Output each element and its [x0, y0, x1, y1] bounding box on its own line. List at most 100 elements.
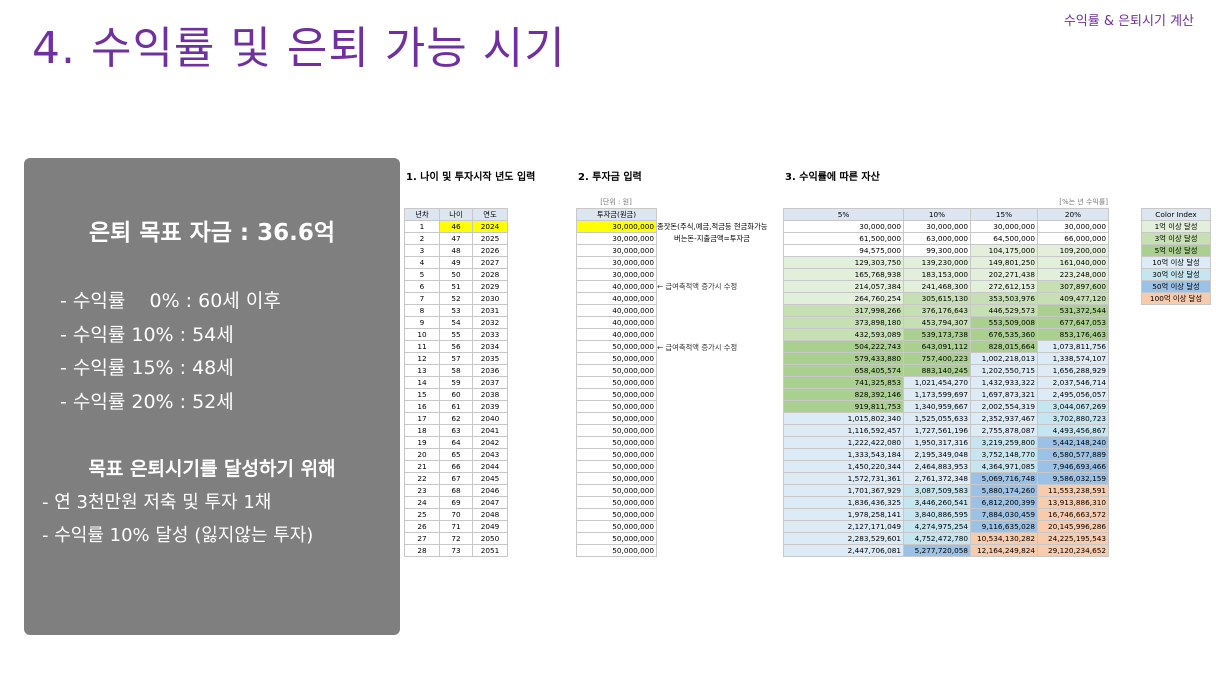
table-row: 1,116,592,457 1,727,561,196 2,755,878,087 4… — [783, 424, 1109, 437]
age-table-cell: 2037 — [472, 376, 508, 389]
asset-cell: 63,000,000 — [903, 232, 971, 245]
age-table-cell: 24 — [404, 496, 440, 509]
table-row: 50,000,000 — [576, 376, 657, 389]
asset-cell: 24,225,195,543 — [1037, 532, 1109, 545]
age-table-cell: 15 — [404, 388, 440, 401]
age-table-cell: 9 — [404, 316, 440, 329]
asset-cell: 539,173,738 — [903, 328, 971, 341]
asset-cell: 5,880,174,260 — [970, 484, 1038, 497]
asset-cell: 553,509,008 — [970, 316, 1038, 329]
age-table-cell: 58 — [439, 364, 473, 377]
age-table-cell: 2046 — [472, 484, 508, 497]
investment-cell: 50,000,000 — [576, 376, 657, 389]
table-row: 4 49 2027 — [404, 256, 508, 269]
age-table-cell: 20 — [404, 448, 440, 461]
table-row: 50,000,000 — [576, 532, 657, 545]
table-row: 9 54 2032 — [404, 316, 508, 329]
investment-cell: 50,000,000 — [576, 472, 657, 485]
legend-item: 3억 이상 달성 — [1141, 232, 1211, 245]
legend-row: 1억 이상 달성 — [1141, 220, 1211, 233]
investment-cell: 40,000,000 — [576, 328, 657, 341]
asset-cell: 1,015,802,340 — [783, 412, 904, 425]
asset-cell: 4,493,456,867 — [1037, 424, 1109, 437]
table-row: 432,593,089 539,173,738 676,535,360 853,176… — [783, 328, 1109, 341]
asset-cell: 272,612,153 — [970, 280, 1038, 293]
asset-cell: 2,037,546,714 — [1037, 376, 1109, 389]
strategy-title: 목표 은퇴시기를 달성하기 위해 — [88, 458, 336, 480]
age-table-cell: 25 — [404, 508, 440, 521]
table-row: 1,450,220,344 2,464,883,953 4,364,971,085 7… — [783, 460, 1109, 473]
table-row: 94,575,000 99,300,000 104,175,000 109,200,0… — [783, 244, 1109, 257]
age-table-cell: 2048 — [472, 508, 508, 521]
asset-cell: 446,529,573 — [970, 304, 1038, 317]
table-row: 50,000,000 — [576, 520, 657, 533]
table-row: 50,000,000 — [576, 484, 657, 497]
age-table-cell: 2041 — [472, 424, 508, 437]
age-table-cell: 57 — [439, 352, 473, 365]
table-row: 50,000,000 — [576, 496, 657, 509]
asset-cell: 1,572,731,361 — [783, 472, 904, 485]
asset-cell: 317,998,266 — [783, 304, 904, 317]
asset-cell: 2,495,056,057 — [1037, 388, 1109, 401]
age-table-cell: 2045 — [472, 472, 508, 485]
asset-cell: 183,153,000 — [903, 268, 971, 281]
investment-cell: 50,000,000 — [576, 520, 657, 533]
asset-cell: 13,913,886,310 — [1037, 496, 1109, 509]
age-table-cell: 2029 — [472, 280, 508, 293]
asset-cell: 5,277,720,058 — [903, 544, 971, 557]
asset-cell: 409,477,120 — [1037, 292, 1109, 305]
age-table-cell: 2039 — [472, 400, 508, 413]
asset-cell: 1,450,220,344 — [783, 460, 904, 473]
age-table-cell: 71 — [439, 520, 473, 533]
asset-cell: 2,195,349,048 — [903, 448, 971, 461]
table-row: 40,000,000 — [576, 328, 657, 341]
asset-cell: 64,500,000 — [970, 232, 1038, 245]
table-row: 919,811,753 1,340,959,667 2,002,554,319 3,0… — [783, 400, 1109, 413]
legend-title: Color Index — [1141, 208, 1211, 221]
age-table-cell: 53 — [439, 304, 473, 317]
section-title-assets: 3. 수익률에 따른 자산 — [785, 172, 880, 183]
strategy-item-2: - 수익률 10% 달성 (잃지않는 투자) — [42, 525, 314, 546]
table-row: 28 73 2051 — [404, 544, 508, 557]
investment-table: 투자금(원금) 30,000,000 30,000,000 30,000,000 30… — [576, 208, 657, 557]
investment-cell: 50,000,000 — [576, 544, 657, 557]
salary-increase-note: ← 급여축적액 증가시 수정 — [657, 282, 738, 291]
asset-cell: 16,746,663,572 — [1037, 508, 1109, 521]
asset-cell: 11,553,238,591 — [1037, 484, 1109, 497]
table-row: 14 59 2037 — [404, 376, 508, 389]
asset-table-header: 15% — [970, 208, 1038, 221]
asset-cell: 66,000,000 — [1037, 232, 1109, 245]
table-row: 30,000,000 — [576, 256, 657, 269]
table-row: 504,222,743 643,091,112 828,015,664 1,073,8… — [783, 340, 1109, 353]
asset-cell: 2,283,529,601 — [783, 532, 904, 545]
investment-cell: 30,000,000 — [576, 256, 657, 269]
asset-cell: 1,333,543,184 — [783, 448, 904, 461]
age-table-cell: 67 — [439, 472, 473, 485]
asset-cell: 1,173,599,697 — [903, 388, 971, 401]
table-row: 129,303,750 139,230,000 149,801,250 161,040… — [783, 256, 1109, 269]
table-row: 8 53 2031 — [404, 304, 508, 317]
age-table-cell: 21 — [404, 460, 440, 473]
table-row: 50,000,000 — [576, 436, 657, 449]
table-row: 1,333,543,184 2,195,349,048 3,752,148,770 6… — [783, 448, 1109, 461]
table-row: 30,000,000 30,000,000 30,000,000 30,000,000 — [783, 220, 1109, 233]
investment-cell: 40,000,000 — [576, 280, 657, 293]
asset-cell: 3,087,509,583 — [903, 484, 971, 497]
legend-item: 5억 이상 달성 — [1141, 244, 1211, 257]
asset-cell: 61,500,000 — [783, 232, 904, 245]
age-table-cell: 2026 — [472, 244, 508, 257]
age-table-cell: 28 — [404, 544, 440, 557]
age-table-cell: 13 — [404, 364, 440, 377]
age-table-cell: 47 — [439, 232, 473, 245]
table-row: 50,000,000 — [576, 340, 657, 353]
table-row: 22 67 2045 — [404, 472, 508, 485]
asset-cell: 139,230,000 — [903, 256, 971, 269]
investment-cell: 50,000,000 — [576, 400, 657, 413]
retirement-goal: 은퇴 목표 자금 : 36.6억 — [88, 220, 336, 246]
age-table-cell: 12 — [404, 352, 440, 365]
asset-cell: 94,575,000 — [783, 244, 904, 257]
table-row: 50,000,000 — [576, 400, 657, 413]
rate-line-15: - 수익률 15% : 48세 — [60, 357, 234, 379]
asset-cell: 3,446,260,541 — [903, 496, 971, 509]
age-table-cell: 69 — [439, 496, 473, 509]
